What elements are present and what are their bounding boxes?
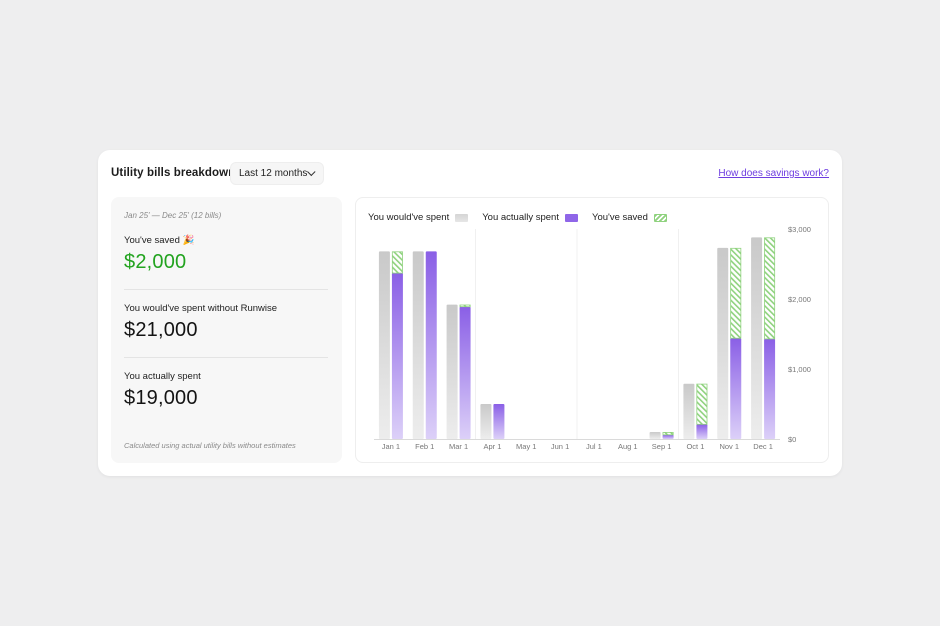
legend-would-label: You would've spent [368, 212, 450, 223]
would-spent-bar [751, 237, 763, 439]
would-spent-bar [412, 251, 424, 439]
actual-spent-bar [459, 306, 471, 439]
actual-spent-bar [425, 251, 437, 439]
actual-spent-bar [662, 434, 674, 439]
would-spent-label: You would've spent without Runwise [124, 303, 278, 314]
date-range-value: Last 12 months [239, 168, 308, 179]
chart-panel: You would've spent You actually spent Yo… [355, 197, 829, 463]
chart-legend: You would've spent You actually spent Yo… [368, 212, 667, 223]
footnote: Calculated using actual utility bills wi… [124, 441, 296, 450]
actual-spent-label: You actually spent [124, 371, 201, 382]
saved-bar [696, 383, 708, 425]
x-tick-label: Jan 1 [382, 442, 400, 451]
legend-would: You would've spent [368, 212, 469, 223]
legend-saved-label: You've saved [591, 212, 648, 223]
summary-panel: Jan 25' — Dec 25' (12 bills) You've save… [111, 197, 342, 463]
legend-actual-label: You actually spent [482, 212, 559, 223]
x-tick-label: Aug 1 [618, 442, 638, 451]
bar-chart: $3,000 $2,000 $1,000 $0 Jan 1 Feb 1 Mar 1 Apr 1… [374, 225, 811, 451]
saved-bar [459, 304, 471, 308]
would-spent-bar [717, 247, 729, 439]
utility-bills-card: Utility bills breakdown Last 12 months H… [98, 150, 842, 476]
x-tick-label: Dec 1 [753, 442, 773, 451]
card-title: Utility bills breakdown [111, 167, 236, 179]
saved-stat: You've saved 🎉 $2,000 [124, 235, 328, 274]
x-tick-label: Oct 1 [686, 442, 704, 451]
actual-spent-bar [391, 273, 403, 439]
would-spent-bar [683, 383, 695, 439]
x-tick-label: Feb 1 [415, 442, 434, 451]
x-tick-label: May 1 [516, 442, 536, 451]
x-tick-label: Mar 1 [449, 442, 468, 451]
y-tick-label: $0 [788, 435, 796, 444]
saved-bar [662, 431, 674, 436]
would-spent-bar [649, 432, 661, 439]
would-spent-bar [446, 304, 458, 439]
legend-actual: You actually spent [482, 212, 578, 223]
actual-spent-value: $19,000 [124, 387, 198, 409]
actual-spent-bar [493, 404, 505, 439]
actual-spent-stat: You actually spent $19,000 [124, 371, 328, 410]
x-tick-label: Apr 1 [483, 442, 501, 451]
date-range-select[interactable]: Last 12 months [230, 162, 324, 185]
actual-spent-bar [696, 424, 708, 439]
y-tick-label: $3,000 [788, 225, 811, 234]
saved-value: $2,000 [124, 251, 187, 273]
would-spent-bar [480, 404, 492, 439]
legend-saved: You've saved [592, 212, 667, 223]
y-tick-label: $2,000 [788, 295, 811, 304]
divider [124, 289, 328, 290]
x-tick-label: Jun 1 [551, 442, 569, 451]
saved-label: You've saved 🎉 [124, 235, 195, 246]
saved-bar [730, 247, 742, 339]
chevron-down-icon [307, 167, 316, 176]
saved-bar [764, 237, 776, 340]
x-tick-label: Sep 1 [652, 442, 672, 451]
legend-saved-swatch [653, 213, 667, 222]
would-spent-bar [378, 251, 390, 439]
legend-would-swatch [455, 213, 469, 222]
saved-bar [391, 251, 403, 274]
legend-actual-swatch [564, 213, 578, 222]
would-spent-value: $21,000 [124, 319, 198, 341]
actual-spent-bar [764, 338, 776, 439]
period-label: Jan 25' — Dec 25' (12 bills) [124, 211, 222, 220]
x-tick-label: Jul 1 [586, 442, 602, 451]
savings-help-link[interactable]: How does savings work? [718, 168, 829, 179]
divider [124, 357, 328, 358]
y-tick-label: $1,000 [788, 365, 811, 374]
x-tick-label: Nov 1 [719, 442, 739, 451]
actual-spent-bar [730, 338, 742, 439]
would-spent-stat: You would've spent without Runwise $21,0… [124, 303, 328, 342]
